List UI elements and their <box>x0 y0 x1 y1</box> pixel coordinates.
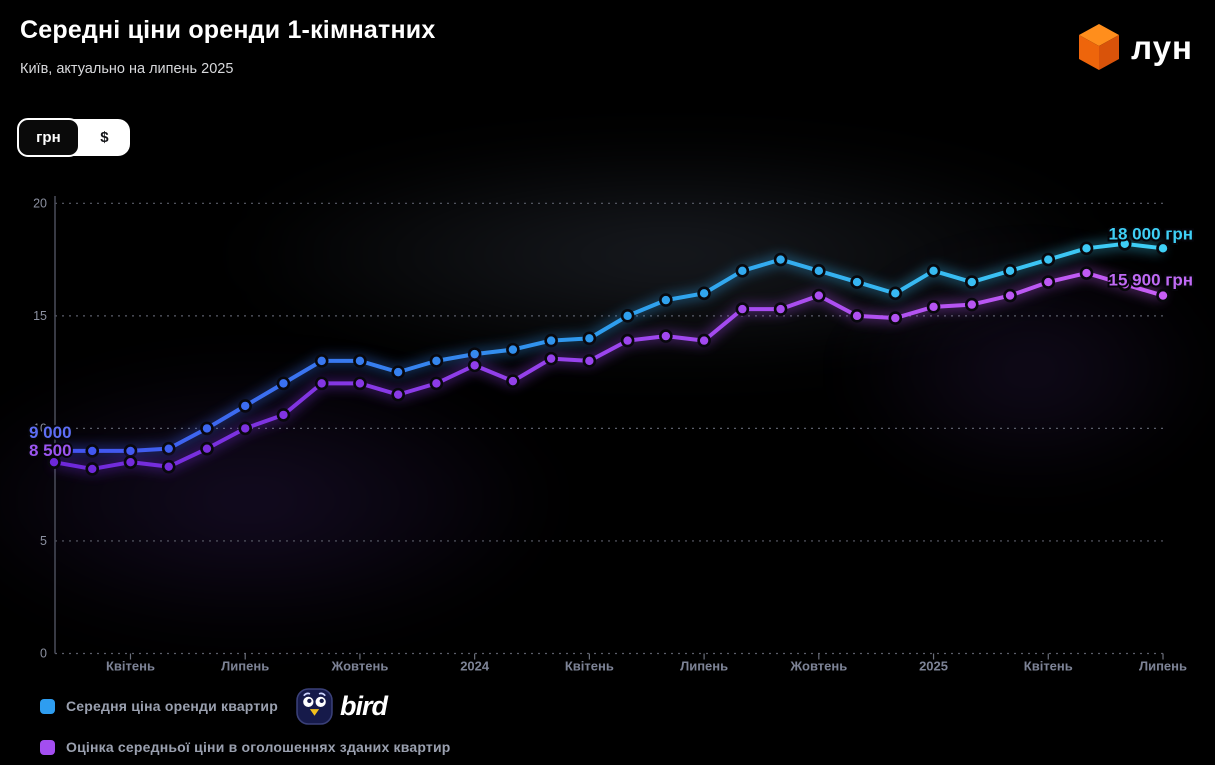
svg-text:2024: 2024 <box>460 659 490 674</box>
lun-cube-icon <box>1079 24 1120 70</box>
svg-text:15 900 грн: 15 900 грн <box>1109 271 1193 290</box>
currency-option-usd[interactable]: $ <box>100 129 109 146</box>
bird-logo: bird <box>296 687 388 725</box>
bird-logo-text: bird <box>340 690 388 721</box>
page-title: Середні ціни оренди 1-кімнатних <box>20 16 436 44</box>
svg-text:15: 15 <box>33 309 47 323</box>
lun-logo-text: лун <box>1131 28 1193 66</box>
svg-text:Квітень: Квітень <box>565 659 614 674</box>
legend-label: Середня ціна оренди квартир <box>66 698 278 714</box>
lun-logo: лун <box>1077 22 1193 72</box>
currency-option-uah[interactable]: грн <box>17 118 80 157</box>
svg-text:5: 5 <box>40 534 47 548</box>
legend-swatch-purple <box>40 739 55 755</box>
svg-text:Жовтень: Жовтень <box>331 659 389 674</box>
legend-swatch-blue <box>40 698 55 714</box>
bird-owl-icon <box>296 687 333 725</box>
legend-item-avg-rent: Середня ціна оренди квартир bird <box>40 687 451 725</box>
currency-toggle[interactable]: грн $ <box>17 118 130 157</box>
svg-text:Жовтень: Жовтень <box>789 659 847 674</box>
svg-text:Липень: Липень <box>1139 659 1187 674</box>
legend-item-listing-estimate: Оцінка середньої ціни в оголошеннях здан… <box>40 731 451 763</box>
svg-text:8 500: 8 500 <box>29 441 72 460</box>
svg-text:Липень: Липень <box>221 659 269 674</box>
svg-text:10: 10 <box>33 421 47 435</box>
page-subtitle: Київ, актуально на липень 2025 <box>20 61 234 77</box>
svg-text:2025: 2025 <box>919 659 948 674</box>
svg-text:18 000 грн: 18 000 грн <box>1109 224 1193 243</box>
svg-text:Липень: Липень <box>680 659 728 674</box>
svg-text:0: 0 <box>40 647 47 661</box>
svg-text:Квітень: Квітень <box>106 659 155 674</box>
svg-text:9 000: 9 000 <box>29 423 72 442</box>
svg-text:20: 20 <box>33 196 47 210</box>
chart-legend: Середня ціна оренди квартир bird Оцінка … <box>40 687 451 765</box>
svg-text:Квітень: Квітень <box>1024 659 1073 674</box>
legend-label: Оцінка середньої ціни в оголошеннях здан… <box>66 739 451 755</box>
